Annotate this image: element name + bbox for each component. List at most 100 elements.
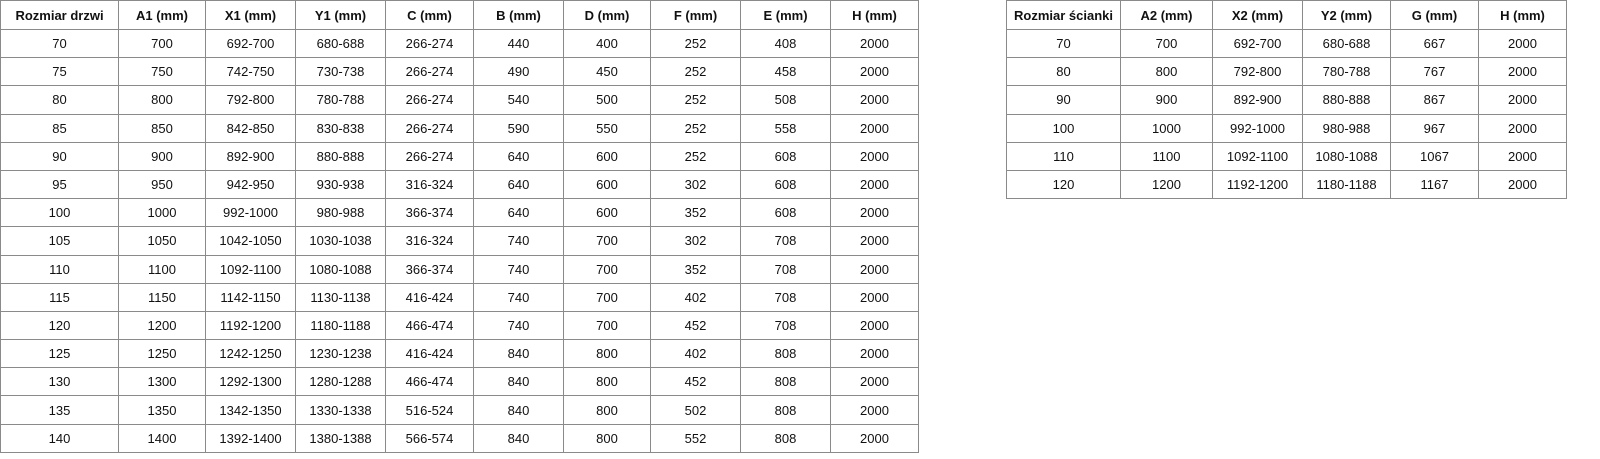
table-cell: 2000: [830, 310, 919, 341]
table-cell: 558: [740, 113, 831, 143]
door-dimensions-table: Rozmiar drzwi A1 (mm) X1 (mm) Y1 (mm) C (mm)…: [0, 0, 919, 453]
table-cell: 900: [1120, 85, 1213, 115]
table-cell: 466-474: [385, 367, 474, 397]
table-cell: 2000: [1478, 57, 1567, 87]
table-cell: 800: [118, 85, 206, 115]
table-cell: 550: [563, 113, 651, 143]
column-header: Rozmiar ścianki: [1006, 0, 1121, 30]
table-cell: 1230-1238: [295, 339, 386, 369]
table-cell: 850: [118, 113, 206, 143]
table-cell: 792-800: [205, 85, 296, 115]
table-row: 140 1400 1392-1400 1380-1388 566-574 840 800 55…: [0, 423, 919, 453]
table-cell: 252: [650, 28, 741, 59]
table-cell: 880-888: [1302, 85, 1391, 115]
table-cell: 2000: [830, 28, 919, 59]
table-cell: 452: [650, 367, 741, 397]
table-cell: 840: [473, 339, 564, 369]
table-cell: 75: [0, 57, 119, 87]
table-cell: 115: [0, 282, 119, 312]
table-row: 100 1000 992-1000 980-988 967 2000: [1006, 113, 1567, 143]
table-cell: 830-838: [295, 113, 386, 143]
table-cell: 1130-1138: [295, 282, 386, 312]
table-cell: 408: [740, 28, 831, 59]
table-row: 125 1250 1242-1250 1230-1238 416-424 840 800 40…: [0, 339, 919, 369]
table-cell: 266-274: [385, 85, 474, 115]
table-cell: 130: [0, 367, 119, 397]
wall-dimensions-table: Rozmiar ścianki A2 (mm) X2 (mm) Y2 (mm) G (m…: [1006, 0, 1567, 200]
table-row: 95 950 942-950 930-938 316-324 640 600 302 608 20…: [0, 169, 919, 200]
table-cell: 302: [650, 169, 741, 200]
table-cell: 680-688: [1302, 28, 1391, 59]
table-cell: 508: [740, 85, 831, 115]
table-cell: 1380-1388: [295, 423, 386, 453]
table-row: 70 700 692-700 680-688 266-274 440 400 252 408 20…: [0, 28, 919, 59]
table-row: 135 1350 1342-1350 1330-1338 516-524 840 800 50…: [0, 395, 919, 425]
table-cell: 80: [0, 85, 119, 115]
table-cell: 600: [563, 141, 651, 171]
table-cell: 800: [1120, 57, 1213, 87]
table-cell: 2000: [830, 423, 919, 453]
table-cell: 366-374: [385, 254, 474, 284]
table-cell: 85: [0, 113, 119, 143]
column-header: Y1 (mm): [295, 0, 386, 30]
table-cell: 740: [473, 226, 564, 256]
table-cell: 516-524: [385, 395, 474, 425]
table-cell: 950: [118, 169, 206, 200]
header-row: Rozmiar drzwi A1 (mm) X1 (mm) Y1 (mm) C (mm)…: [0, 0, 919, 30]
table-cell: 552: [650, 423, 741, 453]
table-cell: 90: [0, 141, 119, 171]
table-cell: 2000: [830, 85, 919, 115]
table-cell: 402: [650, 282, 741, 312]
table-cell: 1330-1338: [295, 395, 386, 425]
table-row: 90 900 892-900 880-888 266-274 640 600 252 608 20…: [0, 141, 919, 171]
table-cell: 402: [650, 339, 741, 369]
table-row: 105 1050 1042-1050 1030-1038 316-324 740 700 30…: [0, 226, 919, 256]
table-cell: 700: [563, 254, 651, 284]
table-cell: 105: [0, 226, 119, 256]
table-cell: 452: [650, 310, 741, 341]
table-cell: 1100: [1120, 141, 1213, 171]
table-cell: 100: [1006, 113, 1121, 143]
table-cell: 1392-1400: [205, 423, 296, 453]
table-row: 110 1100 1092-1100 1080-1088 1067 2000: [1006, 141, 1567, 171]
table-cell: 840: [473, 395, 564, 425]
table-cell: 1250: [118, 339, 206, 369]
column-header: A1 (mm): [118, 0, 206, 30]
table-cell: 780-788: [295, 85, 386, 115]
table-cell: 266-274: [385, 113, 474, 143]
table-cell: 458: [740, 57, 831, 87]
table-cell: 1180-1188: [1302, 169, 1391, 200]
table-cell: 700: [563, 282, 651, 312]
table-cell: 1080-1088: [1302, 141, 1391, 171]
table-row: 85 850 842-850 830-838 266-274 590 550 252 558 20…: [0, 113, 919, 143]
table-cell: 70: [0, 28, 119, 59]
column-header: H (mm): [1478, 0, 1567, 30]
table-cell: 252: [650, 141, 741, 171]
table-cell: 70: [1006, 28, 1121, 59]
table-cell: 1192-1200: [205, 310, 296, 341]
table-cell: 800: [563, 395, 651, 425]
table-cell: 2000: [1478, 85, 1567, 115]
table-cell: 608: [740, 169, 831, 200]
table-cell: 680-688: [295, 28, 386, 59]
table-cell: 120: [1006, 169, 1121, 200]
table-cell: 608: [740, 141, 831, 171]
table-cell: 780-788: [1302, 57, 1391, 87]
table-cell: 1292-1300: [205, 367, 296, 397]
table-cell: 266-274: [385, 141, 474, 171]
column-header: H (mm): [830, 0, 919, 30]
table-cell: 100: [0, 198, 119, 228]
table-cell: 708: [740, 254, 831, 284]
table-cell: 808: [740, 395, 831, 425]
table-cell: 808: [740, 367, 831, 397]
column-header: Rozmiar drzwi: [0, 0, 119, 30]
table-cell: 700: [563, 226, 651, 256]
table-cell: 2000: [830, 113, 919, 143]
table-cell: 740: [473, 282, 564, 312]
table-cell: 1067: [1390, 141, 1479, 171]
table-cell: 2000: [830, 169, 919, 200]
table-cell: 2000: [830, 282, 919, 312]
table-row: 100 1000 992-1000 980-988 366-374 640 600 352 60…: [0, 198, 919, 228]
table-cell: 700: [563, 310, 651, 341]
table-cell: 135: [0, 395, 119, 425]
